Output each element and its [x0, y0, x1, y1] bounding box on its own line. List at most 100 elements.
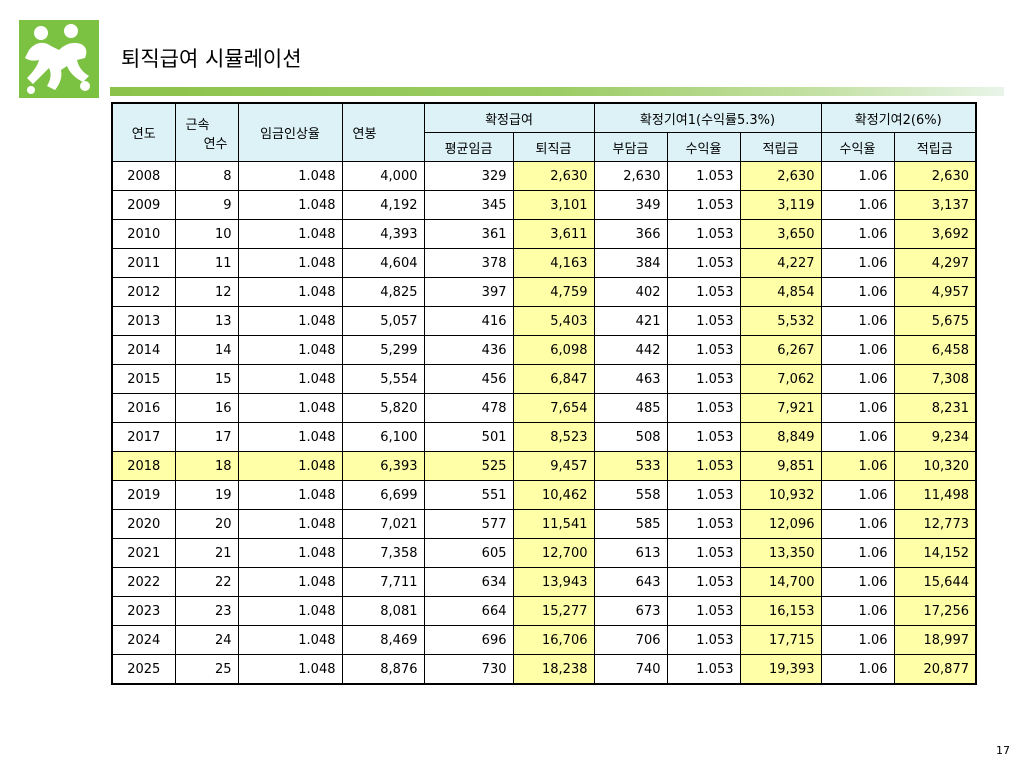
table-cell: 14,152	[893, 538, 977, 568]
table-cell: 4,163	[512, 248, 595, 278]
table-cell: 10,462	[512, 480, 595, 510]
table-cell: 1.048	[237, 567, 343, 597]
table-row: 2020 20 1.048 7,021 577 11,541 585 1.053 12,096 1…	[111, 509, 977, 539]
table-cell: 14,700	[739, 567, 822, 597]
table-cell: 1.06	[820, 654, 895, 685]
table-cell: 1.053	[666, 219, 741, 249]
table-cell: 397	[423, 277, 514, 307]
table-cell: 1.048	[237, 422, 343, 452]
table-cell: 9	[174, 190, 239, 220]
table-cell: 22	[174, 567, 239, 597]
page-number: 17	[996, 744, 1010, 757]
table-cell: 349	[593, 190, 668, 220]
table-cell: 17,715	[739, 625, 822, 655]
table-row: 2018 18 1.048 6,393 525 9,457 533 1.053 9,851 1.0…	[111, 451, 977, 481]
table-cell: 4,759	[512, 277, 595, 307]
table-cell: 2023	[111, 596, 176, 626]
table-cell: 12	[174, 277, 239, 307]
table-cell: 1.06	[820, 248, 895, 278]
table-cell: 2019	[111, 480, 176, 510]
table-cell: 6,847	[512, 364, 595, 394]
table-cell: 5,820	[341, 393, 425, 423]
table-cell: 1.06	[820, 567, 895, 597]
table-cell: 15,644	[893, 567, 977, 597]
table-cell: 2012	[111, 277, 176, 307]
table-cell: 13,350	[739, 538, 822, 568]
table-cell: 1.06	[820, 480, 895, 510]
table-cell: 4,957	[893, 277, 977, 307]
header-dc1-contribution: 부담금	[593, 132, 668, 162]
table-cell: 2011	[111, 248, 176, 278]
table-cell: 1.048	[237, 451, 343, 481]
table-cell: 2016	[111, 393, 176, 423]
table-cell: 456	[423, 364, 514, 394]
table-cell: 10,932	[739, 480, 822, 510]
table-cell: 1.053	[666, 509, 741, 539]
table-cell: 2,630	[512, 161, 595, 191]
table-row: 2008 8 1.048 4,000 329 2,630 2,630 1.053 2,630 1.…	[111, 161, 977, 191]
table-cell: 1.048	[237, 248, 343, 278]
title-underline-bar	[110, 87, 1004, 96]
header-dc2-accumulated: 적립금	[893, 132, 977, 162]
table-cell: 4,854	[739, 277, 822, 307]
table-cell: 1.048	[237, 393, 343, 423]
table-cell: 3,119	[739, 190, 822, 220]
table-cell: 1.053	[666, 596, 741, 626]
table-cell: 16,706	[512, 625, 595, 655]
table-cell: 8,231	[893, 393, 977, 423]
header-dc1-accumulated: 적립금	[739, 132, 822, 162]
table-cell: 1.06	[820, 625, 895, 655]
table-cell: 3,101	[512, 190, 595, 220]
table-cell: 1.053	[666, 422, 741, 452]
table-cell: 1.06	[820, 190, 895, 220]
table-cell: 6,098	[512, 335, 595, 365]
table-cell: 3,650	[739, 219, 822, 249]
table-row: 2025 25 1.048 8,876 730 18,238 740 1.053 19,393 1…	[111, 654, 977, 685]
table-cell: 5,057	[341, 306, 425, 336]
table-cell: 10,320	[893, 451, 977, 481]
retirement-simulation-table: 연도 근속 연수 임금인상율 연봉 확정급여 확정기여1(수익률5.3%) 확정…	[111, 102, 977, 685]
table-cell: 6,100	[341, 422, 425, 452]
table-cell: 13,943	[512, 567, 595, 597]
table-cell: 2015	[111, 364, 176, 394]
table-cell: 613	[593, 538, 668, 568]
table-cell: 2018	[111, 451, 176, 481]
table-cell: 4,000	[341, 161, 425, 191]
table-cell: 1.053	[666, 625, 741, 655]
table-row: 2011 11 1.048 4,604 378 4,163 384 1.053 4,227 1.0…	[111, 248, 977, 278]
table-cell: 525	[423, 451, 514, 481]
table-cell: 2014	[111, 335, 176, 365]
table-cell: 5,403	[512, 306, 595, 336]
table-cell: 7,921	[739, 393, 822, 423]
table-cell: 23	[174, 596, 239, 626]
table-cell: 5,554	[341, 364, 425, 394]
table-cell: 384	[593, 248, 668, 278]
table-cell: 1.06	[820, 219, 895, 249]
table-cell: 4,192	[341, 190, 425, 220]
table-cell: 4,604	[341, 248, 425, 278]
table-cell: 7,711	[341, 567, 425, 597]
table-cell: 12,773	[893, 509, 977, 539]
table-cell: 8	[174, 161, 239, 191]
header-defined-contribution-2: 확정기여2(6%)	[820, 102, 977, 133]
header-salary: 연봉	[341, 102, 425, 162]
table-cell: 19	[174, 480, 239, 510]
table-cell: 18,238	[512, 654, 595, 685]
table-cell: 1.053	[666, 538, 741, 568]
table-cell: 533	[593, 451, 668, 481]
table-cell: 4,227	[739, 248, 822, 278]
table-cell: 7,021	[341, 509, 425, 539]
table-cell: 7,062	[739, 364, 822, 394]
table-row: 2017 17 1.048 6,100 501 8,523 508 1.053 8,849 1.0…	[111, 422, 977, 452]
table-cell: 402	[593, 277, 668, 307]
table-cell: 2009	[111, 190, 176, 220]
table-cell: 4,393	[341, 219, 425, 249]
page-title: 퇴직급여 시뮬레이션	[121, 47, 302, 71]
table-cell: 436	[423, 335, 514, 365]
table-row: 2024 24 1.048 8,469 696 16,706 706 1.053 17,715 1…	[111, 625, 977, 655]
table-cell: 1.053	[666, 567, 741, 597]
table-cell: 696	[423, 625, 514, 655]
table-cell: 8,849	[739, 422, 822, 452]
table-row: 2023 23 1.048 8,081 664 15,277 673 1.053 16,153 1…	[111, 596, 977, 626]
table-row: 2012 12 1.048 4,825 397 4,759 402 1.053 4,854 1.0…	[111, 277, 977, 307]
